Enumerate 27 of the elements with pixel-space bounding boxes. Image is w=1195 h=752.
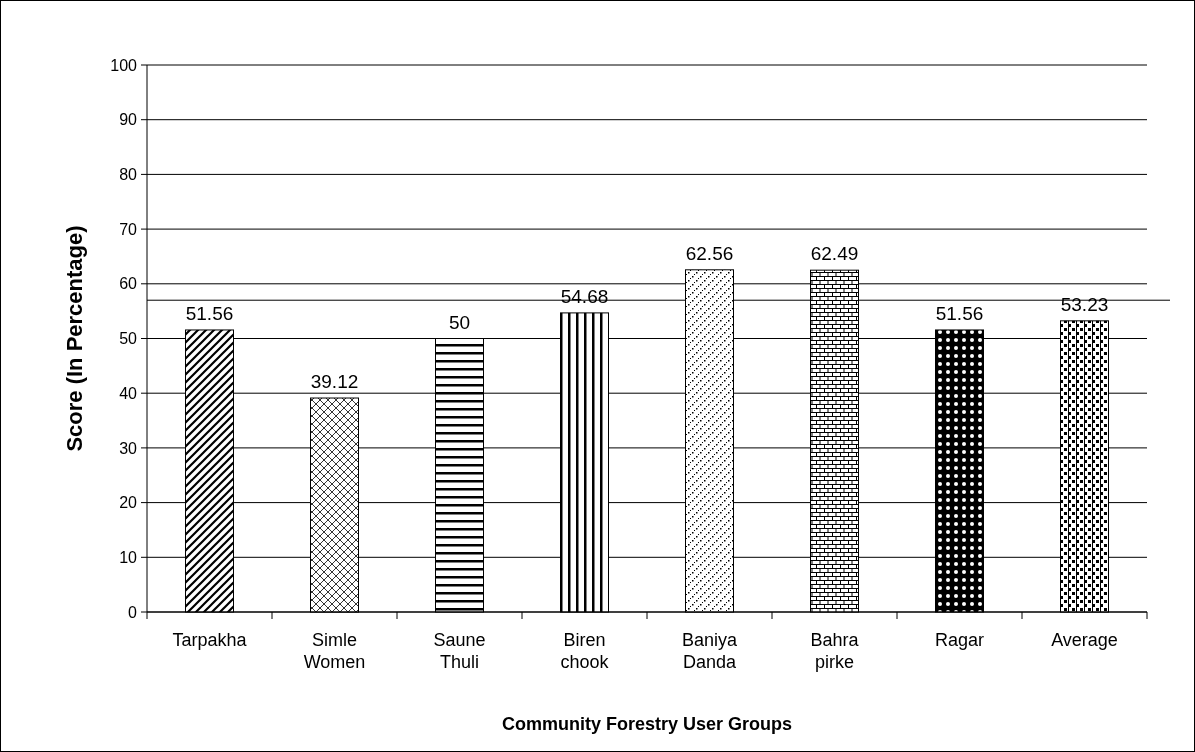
x-tick-label: Saune Thuli (433, 630, 486, 672)
y-tick-label: 40 (119, 384, 138, 402)
x-axis-title: Community Forestry User Groups (501, 714, 793, 734)
x-tick-label: Bahra pirke (810, 630, 860, 672)
y-tick-label: 90 (119, 111, 138, 129)
x-tick-label: Biren chook (560, 630, 610, 672)
data-label: 50 (448, 311, 471, 333)
x-tick-label: Simle Women (303, 630, 366, 672)
y-tick-label: 70 (119, 220, 138, 238)
x-tick-label: Tarpakha (172, 630, 248, 650)
data-label: 39.12 (310, 371, 359, 393)
data-label: 51.56 (185, 302, 234, 324)
y-tick-label: 60 (119, 275, 138, 293)
data-label: 51.56 (935, 302, 984, 324)
y-tick-label: 20 (119, 494, 138, 512)
data-label: 62.49 (810, 243, 859, 265)
x-tick-label: Average (1051, 630, 1118, 650)
y-tick-label: 100 (110, 56, 138, 74)
x-tick-label: Ragar (934, 630, 985, 650)
y-tick-label: 30 (119, 439, 138, 457)
y-tick-label: 80 (119, 166, 138, 183)
x-tick-label: Baniya Danda (681, 630, 738, 672)
data-label: 62.56 (685, 242, 734, 264)
y-tick-label: 10 (119, 548, 138, 566)
y-axis-title: Score (In Percentage) (62, 225, 87, 452)
y-tick-label: 0 (128, 603, 138, 621)
y-tick-label: 50 (119, 330, 138, 348)
